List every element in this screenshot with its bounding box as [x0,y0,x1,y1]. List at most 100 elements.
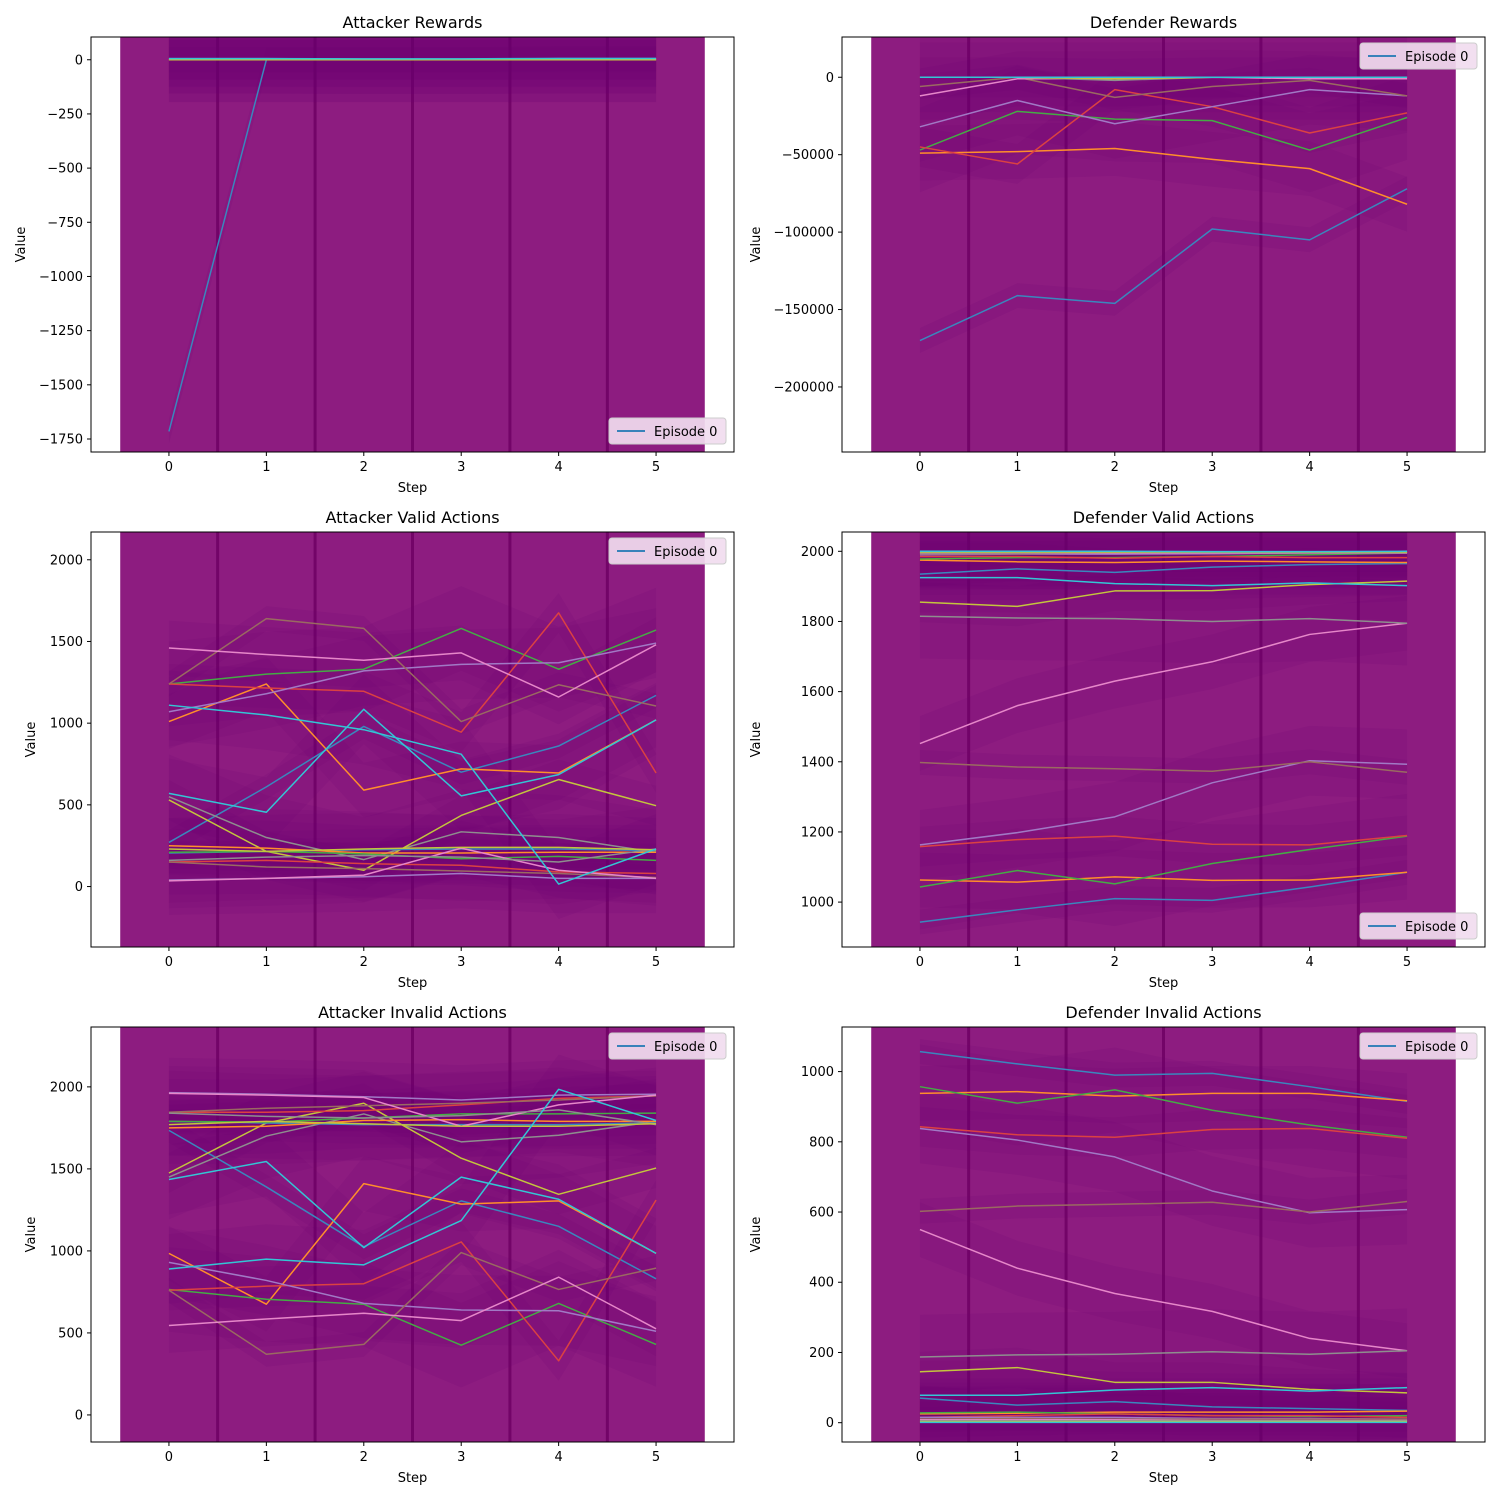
series-line-1 [919,1090,1408,1102]
plot-content [871,37,1456,452]
x-tick-label: 4 [554,460,562,475]
x-tick-label: 0 [916,955,924,970]
y-tick-label: 0 [826,71,834,86]
x-tick-label: 4 [1305,955,1313,970]
series-band [168,656,657,818]
x-tick-label: 0 [165,955,173,970]
series-band [168,1240,657,1367]
chart-title: Defender Invalid Actions [1065,1003,1261,1022]
x-tick-label: 3 [457,1450,465,1465]
plot-content [120,532,705,947]
x-tick-label: 4 [1305,1450,1313,1465]
series-line-18 [168,846,657,853]
x-tick-label: 3 [1208,460,1216,475]
chart-title: Defender Rewards [1090,13,1237,32]
series-line-3 [919,88,1408,165]
series-line-9 [168,708,657,813]
series-band [168,759,657,891]
series-line-17 [168,1109,657,1126]
legend-box [1359,42,1478,70]
series-band [919,69,1408,184]
x-tick-label: 2 [1111,1450,1119,1465]
y-tick-label: 1400 [801,755,834,770]
series-line-3 [919,1125,1408,1140]
legend-box [608,417,727,445]
y-tick-label: −250 [47,107,83,122]
step-band [1066,37,1164,452]
x-tick-label: 3 [457,460,465,475]
y-tick-label: 500 [58,1326,83,1341]
series-band [168,37,657,94]
series-line-11 [919,1410,1408,1415]
x-tick-label: 2 [1111,460,1119,475]
series-band [168,674,657,848]
series-band [168,1057,657,1135]
series-band [919,1189,1408,1225]
x-tick-label: 5 [652,955,660,970]
series-line-1 [919,871,1408,883]
legend-label: Episode 0 [654,545,717,560]
step-band [120,1027,218,1442]
series-band [919,176,1408,353]
x-tick-label: 1 [1013,1450,1021,1465]
x-tick-label: 4 [1305,460,1313,475]
axes-frame [841,36,1486,453]
subplot-3: 0 1 2 3 4 5 1000 1200 1400 1600 1800 2000 Defender V… [749,508,1486,991]
y-tick-label: −200000 [773,380,834,395]
series-band [919,37,1408,123]
series-band [919,121,1408,232]
y-tick-label: 400 [809,1276,834,1291]
y-axis-label: Value [749,722,764,758]
x-tick-label: 1 [262,460,270,475]
series-line-13 [168,1095,657,1114]
step-band [412,532,510,947]
y-tick-label: −1250 [39,324,83,339]
series-line-8 [168,778,657,871]
x-axis-label: Step [1149,976,1179,991]
axes-frame [841,531,1486,948]
series-line-5 [919,76,1408,99]
step-band [412,37,510,452]
series-line-1 [168,683,657,791]
x-tick-label: 3 [1208,1450,1216,1465]
legend-box [1359,912,1478,940]
series-band [168,1071,657,1220]
step-band [871,532,969,947]
series-band [168,1249,657,1357]
series-line-3 [168,1199,657,1362]
series-band [168,806,657,905]
y-tick-label: 0 [75,53,83,68]
x-tick-label: 5 [652,1450,660,1465]
series-band [168,617,657,725]
series-band [919,532,1408,590]
step-band [607,37,705,452]
y-tick-label: 2000 [801,545,834,560]
subplot-2: 0 1 2 3 4 5 0 500 1000 1500 2000 Attacker Valid Act… [24,508,735,991]
series-line-11 [168,844,657,854]
x-tick-label: 5 [1403,955,1411,970]
x-tick-label: 4 [554,1450,562,1465]
series-line-4 [919,1127,1408,1214]
series-band [919,859,1408,935]
series-line-11 [919,559,1408,564]
subplot-1: 0 1 2 3 4 5 0 −50000 −100000 −150000 −200000 Defend… [749,13,1486,496]
series-band [168,840,657,894]
series-line-2 [919,1085,1408,1138]
series-line-17 [168,848,657,863]
series-band [168,1156,657,1332]
x-tick-label: 2 [360,1450,368,1465]
y-tick-label: 1600 [801,685,834,700]
legend: Episode 0 [608,417,727,445]
legend: Episode 0 [608,1032,727,1060]
subplot-4: 0 1 2 3 4 5 0 500 1000 1500 2000 Attacker Invalid A… [24,1003,735,1486]
axes-frame [841,1026,1486,1443]
legend-box [608,537,727,565]
x-tick-label: 0 [916,1450,924,1465]
chart-title: Attacker Invalid Actions [318,1003,507,1022]
series-line-18 [168,1120,657,1127]
series-line-6 [919,1228,1408,1352]
x-tick-label: 5 [1403,460,1411,475]
series-line-7 [168,1113,657,1178]
step-band [1163,532,1261,947]
